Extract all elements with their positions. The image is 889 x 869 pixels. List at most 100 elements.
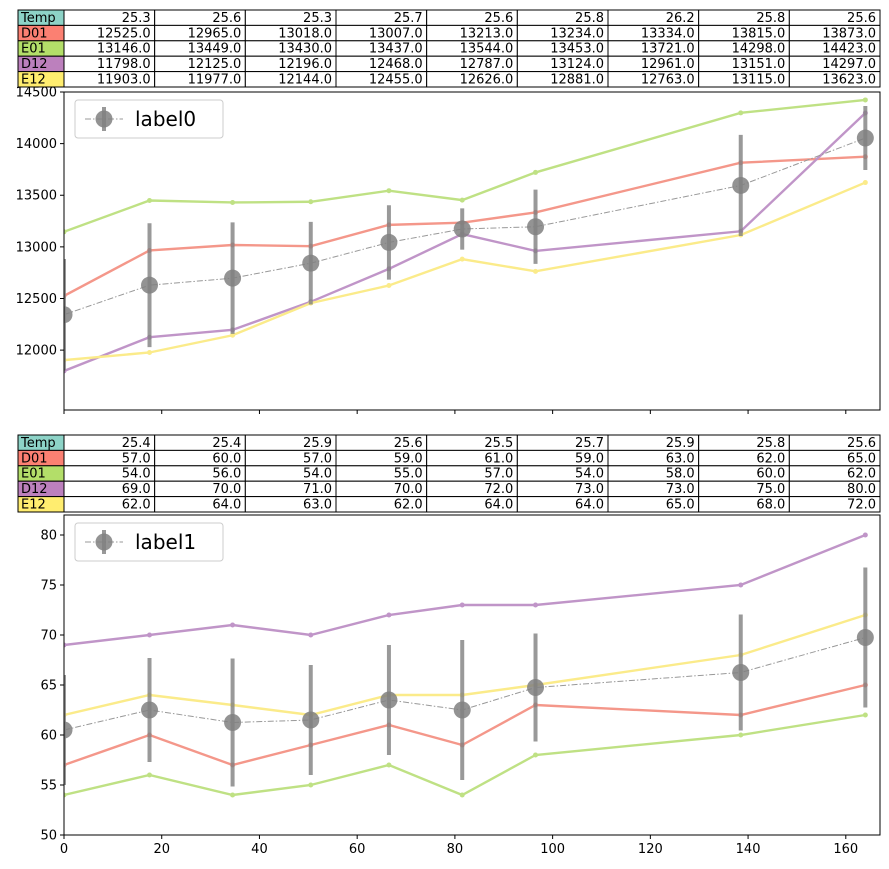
axes-frame (63, 514, 881, 836)
mean-point (302, 254, 320, 272)
table-cell-value: 13873.0 (822, 26, 876, 41)
table-cell-value: 13234.0 (550, 26, 604, 41)
table-cell-value: 64.0 (212, 498, 241, 513)
table-cell-value: 25.8 (756, 11, 785, 26)
series-point-E12 (230, 332, 236, 338)
table-row-label: D12 (21, 57, 48, 72)
table-cell-value: 13544.0 (460, 42, 514, 57)
table-row-label: E12 (21, 498, 46, 513)
table-cell-value: 71.0 (303, 482, 332, 497)
table-cell-value: 59.0 (394, 451, 423, 466)
table-cell-value: 55.0 (394, 467, 423, 482)
table-cell-value: 13815.0 (732, 26, 786, 41)
table-cell-value: 61.0 (484, 451, 513, 466)
data-table: Temp 25.4 25.4 25.9 25.6 25.5 25.7 25.9 25.8 25.6… (17, 434, 881, 513)
legend-marker (95, 533, 113, 551)
table-cell-value: 12965.0 (188, 26, 242, 41)
series-point-E01 (738, 110, 744, 116)
table-cell-value: 12455.0 (369, 73, 423, 88)
series-point-E01 (862, 712, 868, 718)
mean-point (856, 129, 874, 147)
mean-point (141, 276, 159, 294)
series-point-D12 (738, 582, 744, 588)
y-tick-label: 12000 (16, 344, 57, 359)
table-cell-value: 80.0 (847, 482, 876, 497)
series-line-D01 (64, 683, 866, 767)
chart-panel-1: Temp 25.4 25.4 25.9 25.6 25.5 25.7 25.9 25.8 25.6… (17, 434, 881, 857)
series-point-E01 (862, 97, 868, 103)
table-cell-value: 25.3 (303, 11, 332, 26)
table-cell-value: 25.6 (484, 11, 513, 26)
series-point-E01 (386, 762, 392, 768)
table-cell (788, 496, 881, 513)
mean-point (224, 714, 242, 731)
table-cell-value: 54.0 (122, 467, 151, 482)
y-tick-label: 55 (40, 779, 57, 794)
table-cell-value: 25.7 (575, 436, 604, 451)
series-point-D12 (64, 642, 67, 648)
plot-area (64, 532, 874, 798)
legend-label: label0 (135, 107, 196, 131)
x-tick-label: 120 (638, 842, 663, 857)
legend-marker (95, 110, 113, 128)
x-tick-label: 60 (349, 842, 366, 857)
series-point-D12 (308, 632, 314, 638)
table-cell-value: 12626.0 (460, 73, 514, 88)
table-cell-value: 25.4 (122, 436, 151, 451)
table-cell-value: 70.0 (212, 482, 241, 497)
table-cell-value: 25.6 (847, 436, 876, 451)
series-point-E12 (386, 282, 392, 288)
table-cell-value: 59.0 (575, 451, 604, 466)
table-cell-value: 64.0 (484, 498, 513, 513)
table-cell-value: 54.0 (303, 467, 332, 482)
mean-point (732, 176, 750, 194)
table-cell-value: 13007.0 (369, 26, 423, 41)
table-cell-value: 73.0 (575, 482, 604, 497)
y-tick-label: 60 (40, 729, 57, 744)
table-cell-value: 11977.0 (188, 73, 242, 88)
table-cell-value: 25.5 (484, 436, 513, 451)
table-cell-value: 12196.0 (278, 57, 332, 72)
series-point-E01 (64, 229, 67, 235)
x-tick-label: 140 (736, 842, 761, 857)
y-tick-label: 65 (40, 679, 57, 694)
table-cell-value: 25.6 (394, 436, 423, 451)
series-point-D12 (533, 602, 539, 608)
table-cell-value: 62.0 (122, 498, 151, 513)
mean-point (302, 711, 320, 729)
series-point-E12 (533, 268, 539, 274)
table-cell-value: 13721.0 (641, 42, 695, 57)
series-point-E01 (459, 197, 465, 203)
table-cell-value: 11903.0 (97, 73, 151, 88)
table-cell-value: 73.0 (666, 482, 695, 497)
table-cell-value: 25.4 (212, 436, 241, 451)
table-cell-value: 69.0 (122, 482, 151, 497)
table-cell-value: 13018.0 (278, 26, 332, 41)
table-cell-value: 57.0 (484, 467, 513, 482)
table-cell-value: 60.0 (212, 451, 241, 466)
table-cell-value: 57.0 (303, 451, 332, 466)
table-cell-value: 13430.0 (278, 42, 332, 57)
series-point-D12 (230, 622, 236, 628)
series-point-E01 (459, 792, 465, 798)
mean-point (380, 691, 398, 709)
series-point-E01 (386, 188, 392, 194)
table-cell-value: 62.0 (394, 498, 423, 513)
table-cell-value: 25.9 (666, 436, 695, 451)
mean-point (856, 629, 874, 646)
mean-point (141, 701, 159, 719)
table-row-label: D01 (21, 26, 48, 41)
table-cell-value: 72.0 (847, 498, 876, 513)
table-cell-value: 13124.0 (550, 57, 604, 72)
table-cell-value: 63.0 (303, 498, 332, 513)
table-row-label: Temp (20, 436, 56, 451)
table-cell-value: 62.0 (847, 467, 876, 482)
mean-point (732, 664, 750, 681)
table-cell-value: 75.0 (756, 482, 785, 497)
y-tick-label: 14500 (16, 86, 57, 101)
legend-label: label1 (135, 530, 196, 554)
legend-box (74, 522, 224, 562)
y-tick-label: 12500 (16, 292, 57, 307)
series-point-E01 (64, 792, 67, 798)
table-cell-value: 65.0 (666, 498, 695, 513)
